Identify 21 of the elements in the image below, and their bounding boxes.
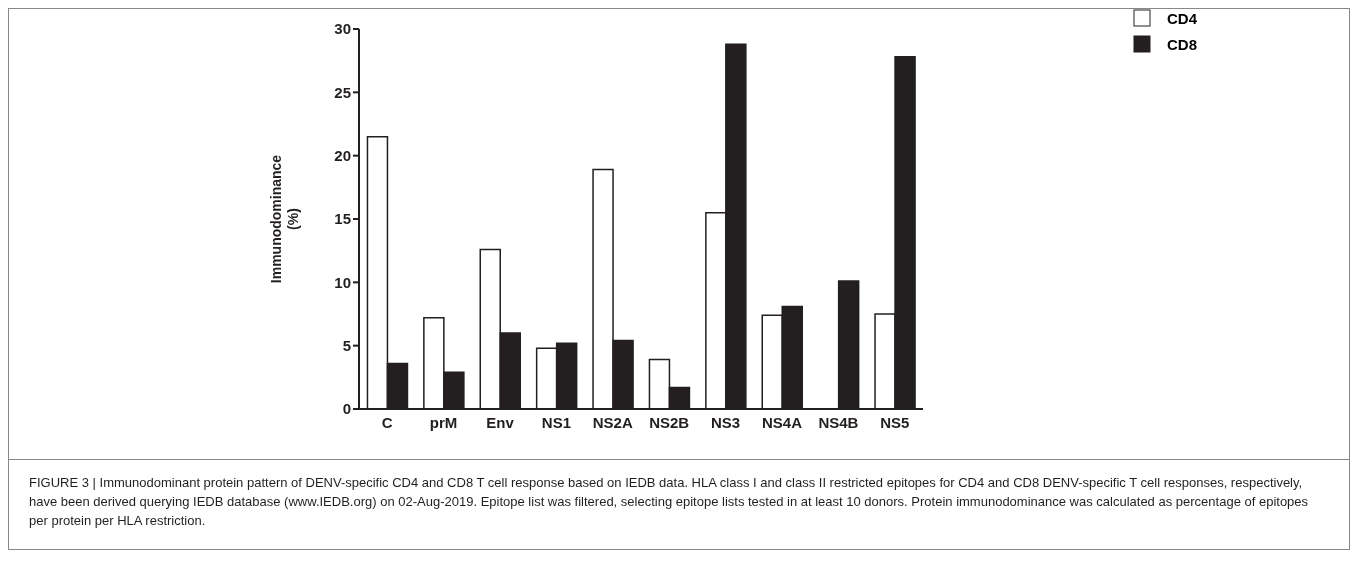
legend-label: CD8 (1166, 35, 1197, 53)
y-tick-label: 15 (334, 210, 351, 228)
x-tick-label: NS2B (649, 413, 690, 431)
x-tick-label: C (381, 413, 393, 431)
x-tick-label: NS2A (592, 413, 633, 431)
x-tick-label: NS3 (711, 413, 741, 431)
y-tick-label: 0 (342, 400, 351, 418)
legend-label: CD4 (1166, 9, 1197, 27)
y-tick-label: 20 (334, 146, 351, 164)
x-tick-label: prM (429, 413, 458, 431)
y-tick-label: 10 (334, 273, 351, 291)
y-tick-label: 30 (334, 20, 351, 38)
x-tick-label: NS4A (761, 413, 803, 431)
x-tick-label: NS4B (818, 413, 859, 431)
y-tick-label: 5 (342, 336, 351, 354)
x-tick-label: NS5 (880, 413, 910, 431)
y-axis-title: Immunodominance (%) (268, 154, 301, 284)
x-tick-label: Env (486, 413, 515, 431)
x-tick-label: NS1 (541, 413, 571, 431)
caption: FIGURE 3 | Immunodominant protein pattern of DENV-specific CD4 and CD8 T cell response based on IEDB data. HLA class I and class II restricted epitopes for CD4 and CD8 DENV-specific T cell responses, respectively, have been derived querying IEDB database (www.IEDB.org) on 02-Aug-2019. Epitope list was filtered, selecting epitope lists tested in at least 10 donors. Protein immunodominance was calculated as percentage of epitopes per protein per HLA restriction. (29, 474, 1310, 530)
y-tick-label: 25 (334, 83, 351, 101)
